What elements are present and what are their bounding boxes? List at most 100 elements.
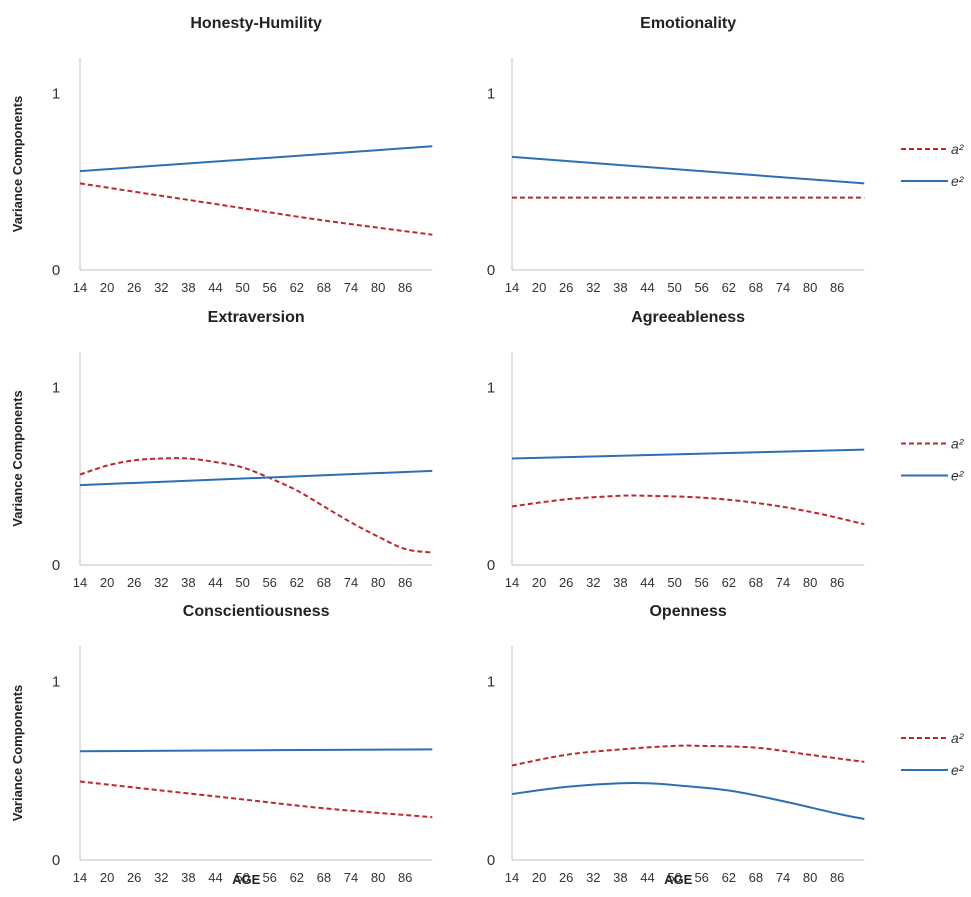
x-tick-label: 32 — [586, 575, 600, 590]
panel-title: Emotionality — [640, 15, 736, 32]
x-tick-label: 56 — [694, 575, 708, 590]
y-tick-label: 1 — [52, 674, 60, 691]
x-tick-label: 26 — [127, 870, 141, 885]
x-tick-label: 68 — [317, 280, 331, 295]
y-tick-label: 1 — [487, 85, 495, 102]
panel-title: Openness — [649, 603, 726, 620]
x-tick-label: 38 — [181, 575, 195, 590]
y-tick-label: 1 — [52, 380, 60, 397]
legend-a2-label: a² — [951, 141, 965, 157]
x-axis-label: AGE — [664, 872, 693, 887]
x-tick-label: 80 — [803, 575, 817, 590]
x-tick-label: 62 — [722, 870, 736, 885]
x-tick-label: 56 — [262, 280, 276, 295]
x-tick-label: 62 — [290, 870, 304, 885]
e2-series-line — [511, 155, 865, 185]
x-tick-label: 80 — [371, 280, 385, 295]
a2-series-line — [79, 457, 433, 554]
y-tick-label: 0 — [52, 852, 60, 869]
panel-emotionality: Emotionality 0 1 14 20 26 32 38 44 50 56 62 68 74 80 86… — [487, 15, 965, 295]
legend-a2-label: a² — [951, 436, 965, 452]
x-tick-label: 74 — [776, 870, 790, 885]
x-tick-label: 20 — [532, 280, 546, 295]
y-tick-label: 1 — [52, 85, 60, 102]
x-tick-label: 74 — [776, 280, 790, 295]
x-tick-label: 14 — [505, 870, 519, 885]
x-tick-label: 74 — [776, 575, 790, 590]
x-tick-label: 74 — [344, 280, 358, 295]
x-tick-label: 14 — [505, 280, 519, 295]
e2-series-line — [79, 469, 433, 487]
x-tick-label: 62 — [722, 280, 736, 295]
x-tick-label: 86 — [398, 870, 412, 885]
x-tick-label: 44 — [640, 575, 654, 590]
x-tick-label: 20 — [100, 870, 114, 885]
x-tick-label: 32 — [154, 870, 168, 885]
e2-series-line — [79, 145, 433, 173]
a2-series-line — [511, 494, 865, 526]
legend-e2-label: e² — [951, 468, 965, 484]
legend-e2-label: e² — [951, 762, 965, 778]
x-tick-label: 62 — [722, 575, 736, 590]
y-tick-label: 0 — [52, 557, 60, 574]
x-tick-label: 44 — [640, 870, 654, 885]
x-tick-label: 32 — [586, 280, 600, 295]
y-tick-label: 0 — [487, 262, 495, 279]
x-tick-label: 20 — [100, 280, 114, 295]
panel-title: Extraversion — [208, 309, 305, 326]
legend: a² e² — [901, 141, 965, 189]
x-tick-label: 56 — [262, 575, 276, 590]
x-tick-label: 44 — [640, 280, 654, 295]
x-tick-label: 68 — [749, 575, 763, 590]
y-tick-label: 0 — [487, 557, 495, 574]
x-tick-label: 20 — [532, 870, 546, 885]
x-tick-label: 32 — [154, 575, 168, 590]
x-tick-label: 14 — [73, 870, 87, 885]
legend: a² e² — [901, 436, 965, 484]
x-tick-label: 68 — [749, 870, 763, 885]
x-tick-label: 38 — [613, 575, 627, 590]
x-tick-label: 80 — [371, 575, 385, 590]
x-tick-label: 68 — [749, 280, 763, 295]
x-tick-label: 38 — [613, 870, 627, 885]
x-tick-label: 26 — [559, 280, 573, 295]
y-axis-label: Variance Components — [10, 685, 25, 822]
x-tick-label: 80 — [803, 870, 817, 885]
x-tick-label: 20 — [532, 575, 546, 590]
panel-extraversion: Extraversion 0 1 14 20 26 32 38 44 50 56 62 68 74 80 86… — [10, 309, 433, 590]
x-tick-label: 26 — [559, 575, 573, 590]
x-tick-label: 50 — [235, 870, 249, 885]
x-tick-label: 44 — [208, 280, 222, 295]
panel-honesty-humility: Honesty-Humility 0 1 14 20 26 32 38 44 50 56 62 68 74… — [10, 15, 433, 295]
x-tick-label: 14 — [505, 575, 519, 590]
x-tick-label: 68 — [317, 870, 331, 885]
x-tick-label: 86 — [830, 575, 844, 590]
panel-title: Agreeableness — [631, 309, 745, 326]
legend-e2-label: e² — [951, 173, 965, 189]
x-tick-label: 20 — [100, 575, 114, 590]
x-tick-label: 32 — [154, 280, 168, 295]
y-axis-label: Variance Components — [10, 390, 25, 527]
x-tick-label: 86 — [398, 575, 412, 590]
x-tick-label: 44 — [208, 870, 222, 885]
panel-title: Conscientiousness — [183, 603, 330, 620]
x-tick-label: 14 — [73, 575, 87, 590]
x-tick-label: 74 — [344, 575, 358, 590]
e2-series-line — [79, 748, 433, 753]
x-tick-label: 56 — [694, 870, 708, 885]
x-tick-label: 80 — [371, 870, 385, 885]
x-tick-label: 86 — [830, 870, 844, 885]
x-tick-label: 38 — [613, 280, 627, 295]
x-tick-label: 50 — [667, 870, 681, 885]
y-tick-label: 0 — [487, 852, 495, 869]
x-tick-label: 56 — [694, 280, 708, 295]
x-tick-label: 38 — [181, 280, 195, 295]
x-tick-label: 56 — [262, 870, 276, 885]
x-tick-label: 68 — [317, 575, 331, 590]
x-tick-label: 38 — [181, 870, 195, 885]
x-tick-label: 14 — [73, 280, 87, 295]
a2-series-line — [511, 744, 865, 767]
x-tick-label: 50 — [667, 575, 681, 590]
panel-title: Honesty-Humility — [190, 15, 322, 32]
x-tick-label: 86 — [398, 280, 412, 295]
